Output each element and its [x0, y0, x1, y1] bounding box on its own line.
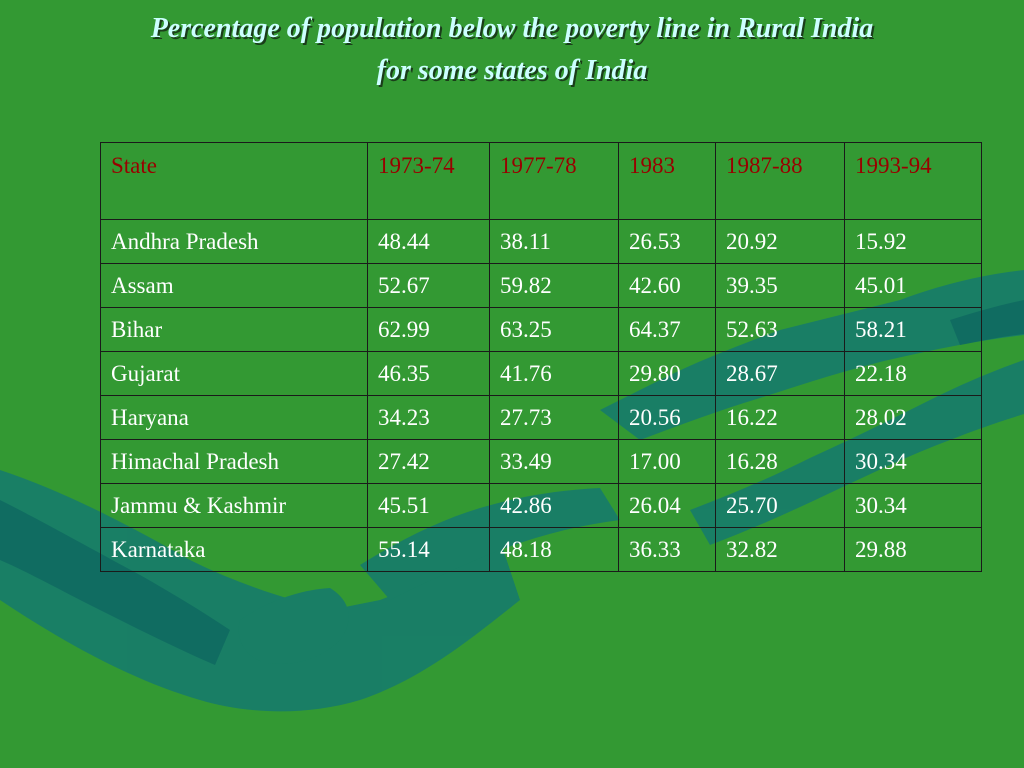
value-cell: 34.23 [367, 395, 490, 440]
value-cell: 52.67 [367, 263, 490, 308]
header-cell-1977-78: 1977-78 [489, 142, 619, 220]
table-row: Karnataka 55.14 48.18 36.33 32.82 29.88 [100, 527, 982, 572]
value-cell: 58.21 [844, 307, 982, 352]
state-cell: Gujarat [100, 351, 368, 396]
value-cell: 16.28 [715, 439, 845, 484]
value-cell: 28.02 [844, 395, 982, 440]
value-cell: 48.18 [489, 527, 619, 572]
header-cell-1993-94: 1993-94 [844, 142, 982, 220]
poverty-table: State 1973-74 1977-78 1983 1987-88 1993-… [100, 142, 982, 572]
state-cell: Jammu & Kashmir [100, 483, 368, 528]
value-cell: 45.51 [367, 483, 490, 528]
value-cell: 25.70 [715, 483, 845, 528]
state-cell: Himachal Pradesh [100, 439, 368, 484]
value-cell: 20.56 [618, 395, 716, 440]
value-cell: 39.35 [715, 263, 845, 308]
header-cell-1973-74: 1973-74 [367, 142, 490, 220]
value-cell: 64.37 [618, 307, 716, 352]
value-cell: 48.44 [367, 219, 490, 264]
state-cell: Assam [100, 263, 368, 308]
value-cell: 41.76 [489, 351, 619, 396]
value-cell: 15.92 [844, 219, 982, 264]
value-cell: 32.82 [715, 527, 845, 572]
value-cell: 20.92 [715, 219, 845, 264]
poverty-table-container: State 1973-74 1977-78 1983 1987-88 1993-… [100, 142, 982, 572]
state-cell: Bihar [100, 307, 368, 352]
state-cell: Karnataka [100, 527, 368, 572]
table-row: Bihar 62.99 63.25 64.37 52.63 58.21 [100, 307, 982, 352]
value-cell: 16.22 [715, 395, 845, 440]
table-row: Assam 52.67 59.82 42.60 39.35 45.01 [100, 263, 982, 308]
value-cell: 29.88 [844, 527, 982, 572]
value-cell: 46.35 [367, 351, 490, 396]
header-cell-state: State [100, 142, 368, 220]
value-cell: 22.18 [844, 351, 982, 396]
header-cell-1983: 1983 [618, 142, 716, 220]
value-cell: 26.53 [618, 219, 716, 264]
value-cell: 36.33 [618, 527, 716, 572]
value-cell: 30.34 [844, 439, 982, 484]
value-cell: 38.11 [489, 219, 619, 264]
value-cell: 62.99 [367, 307, 490, 352]
table-header-row: State 1973-74 1977-78 1983 1987-88 1993-… [100, 142, 982, 220]
value-cell: 45.01 [844, 263, 982, 308]
slide-title-line-2: for some states of India [376, 55, 648, 86]
value-cell: 42.86 [489, 483, 619, 528]
value-cell: 59.82 [489, 263, 619, 308]
table-row: Jammu & Kashmir 45.51 42.86 26.04 25.70 … [100, 483, 982, 528]
value-cell: 55.14 [367, 527, 490, 572]
value-cell: 42.60 [618, 263, 716, 308]
value-cell: 33.49 [489, 439, 619, 484]
value-cell: 17.00 [618, 439, 716, 484]
value-cell: 30.34 [844, 483, 982, 528]
state-cell: Andhra Pradesh [100, 219, 368, 264]
state-cell: Haryana [100, 395, 368, 440]
table-row: Haryana 34.23 27.73 20.56 16.22 28.02 [100, 395, 982, 440]
value-cell: 28.67 [715, 351, 845, 396]
table-row: Andhra Pradesh 48.44 38.11 26.53 20.92 1… [100, 219, 982, 264]
value-cell: 27.73 [489, 395, 619, 440]
value-cell: 63.25 [489, 307, 619, 352]
value-cell: 27.42 [367, 439, 490, 484]
value-cell: 29.80 [618, 351, 716, 396]
slide-title-line-1: Percentage of population below the pover… [150, 13, 874, 44]
header-cell-1987-88: 1987-88 [715, 142, 845, 220]
value-cell: 26.04 [618, 483, 716, 528]
value-cell: 52.63 [715, 307, 845, 352]
table-row: Himachal Pradesh 27.42 33.49 17.00 16.28… [100, 439, 982, 484]
slide-title: Percentage of population below the pover… [0, 8, 1024, 92]
table-row: Gujarat 46.35 41.76 29.80 28.67 22.18 [100, 351, 982, 396]
